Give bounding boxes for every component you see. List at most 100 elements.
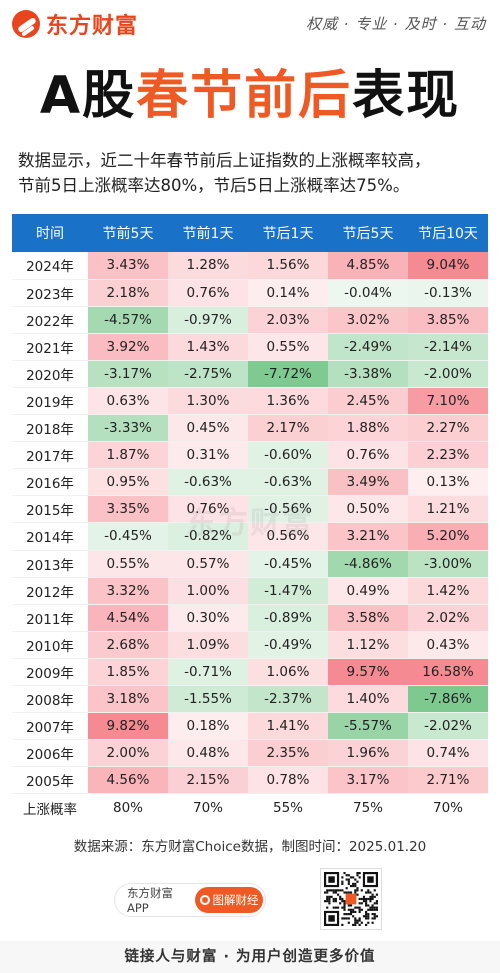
year-cell: 2018年: [12, 414, 88, 443]
table-header-cell: 节后5天: [328, 214, 408, 252]
value-cell: -0.56%: [248, 495, 328, 524]
data-source: 数据来源：东方财富Choice数据，制图时间：2025.01.20: [73, 839, 427, 855]
table-row: 2021年 3.92% 1.43% 0.55% -2.49% -2.14%: [12, 333, 488, 361]
value-cell: 3.35%: [88, 495, 168, 524]
value-cell: 1.30%: [168, 387, 248, 416]
year-cell: 2009年: [12, 658, 88, 687]
year-cell: 2007年: [12, 712, 88, 741]
value-cell: -0.04%: [328, 279, 408, 307]
value-cell: 0.31%: [168, 441, 248, 470]
value-cell: 2.00%: [88, 739, 168, 768]
qr-code-graphic: [324, 872, 378, 926]
table-row: 2010年 2.68% 1.09% -0.49% 1.12% 0.43%: [12, 631, 488, 659]
value-cell: 0.30%: [168, 604, 248, 632]
probability-value: 80%: [88, 793, 168, 822]
value-cell: -2.75%: [168, 360, 248, 388]
table-row: 2009年 1.85% -0.71% 1.06% 9.57% 16.58%: [12, 658, 488, 687]
value-cell: -4.86%: [328, 550, 408, 578]
value-cell: -3.33%: [88, 414, 168, 443]
table-row: 2024年 3.43% 1.28% 1.56% 4.85% 9.04%: [12, 252, 488, 280]
value-cell: 0.43%: [408, 631, 488, 659]
table-row: 2013年 0.55% 0.57% -0.45% -4.86% -3.00%: [12, 550, 488, 578]
value-cell: -0.89%: [248, 604, 328, 632]
value-cell: 0.50%: [328, 495, 408, 524]
table-row: 2016年 0.95% -0.63% -0.63% 3.49% 0.13%: [12, 468, 488, 497]
app-name: 东方财富APP: [127, 886, 173, 915]
app-button-label: 图解财经: [212, 893, 259, 907]
table-row: 2015年 3.35% 0.76% -0.56% 0.50% 1.21%: [12, 495, 488, 524]
value-cell: 1.28%: [168, 252, 248, 280]
app-pill[interactable]: 东方财富APP 图解财经: [114, 883, 266, 917]
value-cell: 1.41%: [248, 712, 328, 741]
brand-logo: 东方财富: [12, 8, 138, 40]
value-cell: 2.45%: [328, 387, 408, 416]
value-cell: -0.97%: [168, 306, 248, 334]
table-header-cell: 节前1天: [168, 214, 248, 252]
value-cell: 2.35%: [248, 739, 328, 768]
year-cell: 2019年: [12, 387, 88, 416]
value-cell: 7.10%: [408, 387, 488, 416]
value-cell: -3.17%: [88, 360, 168, 388]
value-cell: 0.63%: [88, 387, 168, 416]
value-cell: -0.82%: [168, 522, 248, 551]
value-cell: 1.43%: [168, 333, 248, 361]
table-row: 2023年 2.18% 0.76% 0.14% -0.04% -0.13%: [12, 279, 488, 307]
value-cell: 3.32%: [88, 577, 168, 605]
value-cell: 1.12%: [328, 631, 408, 659]
title-part-2: 春节前后: [136, 66, 353, 126]
probability-row: 上涨概率 80% 70% 55% 75% 70%: [12, 793, 488, 822]
value-cell: -0.45%: [88, 522, 168, 551]
value-cell: 16.58%: [408, 658, 488, 687]
value-cell: 0.74%: [408, 739, 488, 768]
probability-value: 55%: [248, 793, 328, 822]
value-cell: 2.23%: [408, 441, 488, 470]
table-row: 2008年 3.18% -1.55% -2.37% 1.40% -7.86%: [12, 685, 488, 714]
year-cell: 2023年: [12, 279, 88, 307]
year-cell: 2017年: [12, 441, 88, 470]
value-cell: 0.45%: [168, 414, 248, 443]
value-cell: -7.72%: [248, 360, 328, 388]
search-icon: [199, 895, 210, 905]
value-cell: 0.78%: [248, 766, 328, 795]
logo-icon: [12, 10, 40, 38]
value-cell: 0.13%: [408, 468, 488, 497]
value-cell: 1.87%: [88, 441, 168, 470]
value-cell: 1.40%: [328, 685, 408, 714]
description: 数据显示，近二十年春节前后上证指数的上涨概率较高， 节前5日上涨概率达80%，节…: [18, 148, 488, 198]
value-cell: 2.71%: [408, 766, 488, 795]
performance-table: 时间 节前5天 节前1天 节后1天 节后5天 节后10天 2024年 3.43% 1.28% 1…: [12, 214, 488, 822]
value-cell: 1.88%: [328, 414, 408, 443]
table-row: 2005年 4.56% 2.15% 0.78% 3.17% 2.71%: [12, 766, 488, 795]
value-cell: -1.47%: [248, 577, 328, 605]
qr-code: [320, 868, 382, 930]
value-cell: -0.49%: [248, 631, 328, 659]
value-cell: 0.95%: [88, 468, 168, 497]
value-cell: -0.63%: [168, 468, 248, 497]
value-cell: 3.92%: [88, 333, 168, 361]
value-cell: -0.71%: [168, 658, 248, 687]
value-cell: 2.03%: [248, 306, 328, 334]
value-cell: -0.60%: [248, 441, 328, 470]
value-cell: 0.18%: [168, 712, 248, 741]
title-part-3: 表现: [352, 66, 461, 126]
table-row: 2020年 -3.17% -2.75% -7.72% -3.38% -2.00%: [12, 360, 488, 388]
value-cell: 4.54%: [88, 604, 168, 632]
value-cell: 3.58%: [328, 604, 408, 632]
value-cell: 1.21%: [408, 495, 488, 524]
value-cell: -1.55%: [168, 685, 248, 714]
year-cell: 2014年: [12, 522, 88, 551]
description-line-2: 节前5日上涨概率达80%，节后5日上涨概率达75%。: [18, 176, 410, 195]
value-cell: 0.55%: [248, 333, 328, 361]
value-cell: 0.76%: [328, 441, 408, 470]
table-header-cell: 节后1天: [248, 214, 328, 252]
year-cell: 2011年: [12, 604, 88, 632]
value-cell: 2.18%: [88, 279, 168, 307]
tujie-caijing-button[interactable]: 图解财经: [195, 887, 263, 913]
year-cell: 2005年: [12, 766, 88, 795]
value-cell: 9.04%: [408, 252, 488, 280]
year-cell: 2006年: [12, 739, 88, 768]
value-cell: -2.49%: [328, 333, 408, 361]
brand-slogan: 权威 · 专业 · 及时 · 互动: [306, 15, 486, 33]
value-cell: 1.96%: [328, 739, 408, 768]
value-cell: -3.00%: [408, 550, 488, 578]
